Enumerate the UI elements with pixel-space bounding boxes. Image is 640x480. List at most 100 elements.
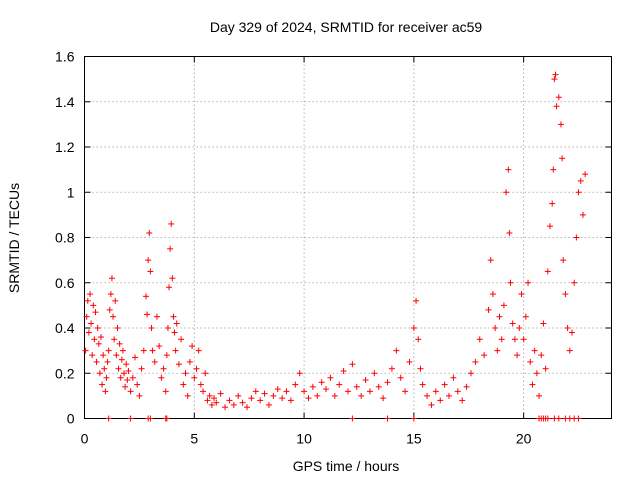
data-point — [261, 390, 268, 397]
data-point — [171, 329, 178, 336]
data-point — [533, 370, 540, 377]
data-point — [86, 291, 93, 298]
data-point — [540, 320, 547, 327]
data-point — [83, 313, 90, 320]
data-point — [100, 352, 107, 359]
data-point — [507, 279, 514, 286]
data-point — [550, 166, 557, 173]
x-tick-label: 15 — [406, 431, 422, 447]
data-point — [148, 325, 155, 331]
data-point — [296, 370, 303, 377]
data-point — [129, 374, 136, 381]
data-point — [138, 365, 145, 372]
data-point — [459, 397, 466, 404]
data-point — [230, 401, 237, 408]
data-points — [82, 71, 589, 422]
y-axis: 0 0.2 0.4 0.6 0.8 1 1.2 1.4 1.6 — [55, 49, 612, 427]
data-point — [463, 383, 470, 390]
data-point — [487, 257, 494, 264]
data-point — [525, 279, 532, 286]
data-point — [91, 336, 98, 343]
data-point — [149, 347, 156, 354]
data-point — [384, 379, 391, 386]
data-point — [151, 358, 158, 365]
data-point — [345, 388, 351, 395]
data-point — [168, 220, 175, 227]
data-point — [99, 381, 106, 388]
data-point — [283, 388, 290, 395]
data-point — [106, 306, 113, 313]
data-point — [122, 383, 129, 390]
data-point — [200, 388, 207, 395]
y-tick-label: 0.4 — [55, 320, 75, 336]
data-point — [573, 234, 580, 241]
data-point — [94, 325, 101, 331]
data-point — [547, 223, 554, 230]
data-point — [147, 268, 154, 275]
data-point — [375, 383, 382, 390]
data-point — [410, 325, 417, 331]
data-point — [571, 279, 578, 286]
data-point — [500, 302, 507, 309]
data-point — [206, 392, 213, 399]
data-point — [549, 200, 556, 207]
data-point — [301, 388, 308, 395]
data-point — [173, 320, 180, 327]
data-point — [506, 229, 513, 236]
y-axis-title: SRMTID / TECUs — [6, 183, 22, 293]
data-point — [292, 381, 299, 388]
data-point — [186, 358, 193, 365]
zero-point — [575, 415, 582, 422]
data-point — [162, 388, 169, 395]
data-point — [189, 343, 196, 350]
data-point — [208, 401, 215, 408]
data-point — [279, 395, 286, 402]
data-point — [111, 336, 118, 343]
data-point — [527, 358, 534, 365]
zero-point — [349, 415, 356, 422]
data-point — [90, 302, 97, 309]
data-point — [314, 392, 321, 399]
data-point — [124, 377, 131, 384]
data-point — [121, 370, 128, 377]
data-point — [393, 347, 400, 354]
y-tick-label: 1.4 — [55, 94, 75, 110]
data-point — [518, 291, 525, 298]
data-point — [327, 374, 334, 381]
data-point — [560, 257, 567, 264]
data-point — [96, 370, 103, 377]
data-point — [553, 103, 560, 110]
y-tick-label: 0 — [67, 411, 75, 427]
data-point — [564, 325, 571, 331]
data-point — [113, 352, 120, 359]
data-point — [172, 347, 179, 354]
data-point — [108, 275, 115, 282]
data-point — [213, 399, 220, 406]
data-point — [568, 329, 575, 336]
data-point — [193, 365, 200, 372]
data-point — [136, 392, 143, 399]
data-point — [489, 291, 496, 298]
data-point — [97, 334, 104, 341]
data-point — [472, 358, 479, 365]
data-point — [305, 395, 312, 402]
zero-point — [410, 415, 417, 422]
data-point — [166, 284, 173, 291]
data-point — [577, 177, 584, 184]
y-tick-label: 1.6 — [55, 49, 75, 65]
data-point — [118, 356, 125, 363]
data-point — [432, 388, 439, 395]
data-point — [114, 325, 121, 331]
data-point — [182, 370, 189, 377]
data-point — [424, 392, 431, 399]
data-point — [492, 325, 499, 331]
data-point — [505, 166, 512, 173]
data-point — [204, 397, 211, 404]
data-point — [248, 395, 255, 402]
data-point — [112, 297, 119, 304]
data-point — [454, 388, 461, 395]
zero-point — [163, 415, 170, 422]
data-point — [380, 395, 387, 402]
data-point — [538, 352, 545, 359]
data-point — [146, 229, 153, 236]
